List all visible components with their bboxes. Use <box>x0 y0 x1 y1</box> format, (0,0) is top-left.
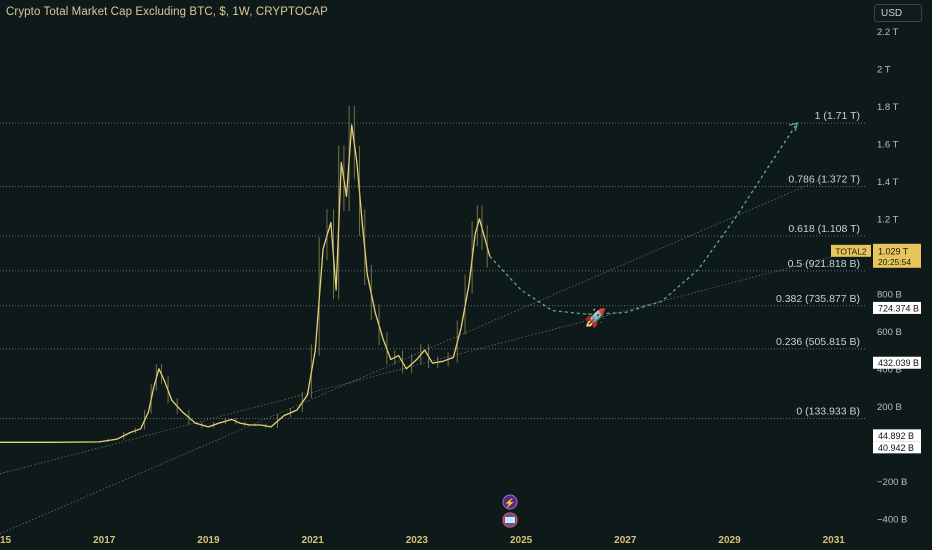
axis-price-label: 40.942 B <box>873 441 921 454</box>
x-tick-label: 2027 <box>614 535 637 546</box>
price-line <box>0 124 491 443</box>
x-tick-label: 2025 <box>510 535 533 546</box>
axis-price-label: 724.374 B <box>873 301 921 314</box>
price-countdown: 20:25:54 <box>878 257 911 267</box>
axis-price-text: 44.892 B <box>878 431 914 441</box>
y-tick-label: 1.4 T <box>877 177 899 188</box>
fib-label-3: 0.5 (921.818 B) <box>788 258 860 270</box>
projection-arrowhead <box>789 122 799 132</box>
trendline-2 <box>0 255 834 475</box>
fib-label-5: 0.786 (1.372 T) <box>788 174 860 186</box>
fib-label-6: 1 (1.71 T) <box>815 110 860 122</box>
current-price-label: TOTAL2 1.029 T20:25:54 <box>831 243 921 268</box>
rocket-icon: 🚀 <box>584 307 606 328</box>
projection-curve <box>489 122 798 316</box>
y-tick-label: 1.8 T <box>877 102 899 113</box>
y-tick-label: 2.2 T <box>877 27 899 38</box>
axis-price-box <box>873 441 921 454</box>
axis-price-text: 40.942 B <box>878 443 914 453</box>
flag-stripes <box>505 517 515 523</box>
x-tick-label: 2023 <box>406 535 429 546</box>
fib-label-1: 0.236 (505.815 B) <box>776 336 860 348</box>
fib-label-2: 0.382 (735.877 B) <box>776 293 860 305</box>
x-tick-label: 2019 <box>197 535 220 546</box>
y-tick-label: −400 B <box>877 514 907 525</box>
y-tick-label: 600 B <box>877 327 902 338</box>
trendline-1 <box>0 173 834 535</box>
y-tick-label: 200 B <box>877 402 902 413</box>
axis-price-box <box>873 301 921 314</box>
axis-price-label: 432.039 B <box>873 356 921 369</box>
fib-label-0: 0 (133.933 B) <box>796 406 860 418</box>
y-tick-label: 1.2 T <box>877 214 899 225</box>
x-tick-label: 2029 <box>718 535 741 546</box>
x-tick-label: 2021 <box>302 535 325 546</box>
event-lightning-icon <box>502 494 518 510</box>
x-tick-label: 2015 <box>0 535 12 546</box>
x-tick-label: 2031 <box>823 535 846 546</box>
lightning-glyph: ⚡ <box>504 497 515 509</box>
y-tick-label: 2 T <box>877 64 891 75</box>
y-tick-label: 800 B <box>877 289 902 300</box>
axis-price-box <box>873 356 921 369</box>
axis-price-label: 44.892 B <box>873 429 921 442</box>
total2-tag-text: TOTAL2 <box>835 246 867 256</box>
x-tick-label: 2017 <box>93 535 116 546</box>
axis-price-text: 432.039 B <box>878 358 919 368</box>
axis-price-box <box>873 429 921 442</box>
price-box <box>873 243 921 268</box>
y-tick-label: −200 B <box>877 477 907 488</box>
y-tick-label: 400 B <box>877 364 902 375</box>
y-tick-label: 1.6 T <box>877 139 899 150</box>
axis-price-text: 724.374 B <box>878 303 919 313</box>
fib-label-4: 0.618 (1.108 T) <box>788 223 860 235</box>
chart-title: Crypto Total Market Cap Excluding BTC, $… <box>6 6 328 18</box>
currency-button[interactable]: USD <box>874 4 922 22</box>
price-value: 1.029 T <box>878 246 909 256</box>
total2-tag <box>831 244 871 257</box>
